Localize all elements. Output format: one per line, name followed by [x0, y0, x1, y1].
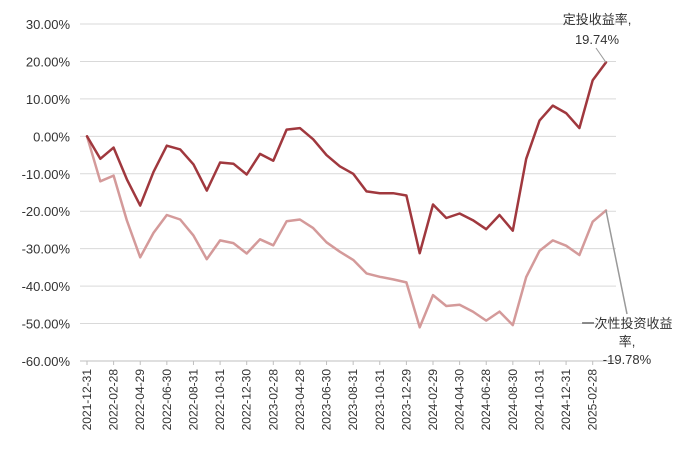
y-tick-label-6: -30.00% — [22, 242, 71, 257]
annotation-leaders — [595, 47, 628, 315]
annotation-dingtou-line1: 定投收益率, — [563, 12, 632, 27]
annotation-yicixing-line3: -19.78% — [603, 352, 652, 367]
x-tick-label-5: 2022-10-31 — [213, 369, 227, 431]
x-tick-label-6: 2022-12-30 — [240, 369, 254, 431]
annotation-yicixing-line2: 率, — [619, 334, 636, 349]
y-tick-label-7: -40.00% — [22, 279, 71, 294]
leader-line-yicixing — [605, 210, 628, 315]
x-tick-label-2: 2022-04-29 — [133, 369, 147, 431]
series-line-0 — [85, 61, 608, 255]
leader-line-dingtou — [595, 47, 607, 63]
x-tick-label-18: 2024-12-31 — [559, 369, 573, 431]
y-tick-label-5: -20.00% — [22, 204, 71, 219]
series-line-1 — [85, 135, 608, 329]
x-tick-label-7: 2023-02-28 — [266, 369, 280, 431]
x-tick-label-14: 2024-04-30 — [453, 369, 467, 431]
x-tick-label-11: 2023-10-31 — [373, 369, 387, 431]
x-tick-label-0: 2021-12-31 — [80, 369, 94, 431]
x-tick-label-3: 2022-06-30 — [160, 369, 174, 431]
x-tick-label-19: 2025-02-28 — [586, 369, 600, 431]
y-tick-label-9: -60.00% — [22, 354, 71, 369]
x-tick-label-13: 2024-02-29 — [426, 369, 440, 431]
gridlines — [80, 23, 616, 362]
series-lines — [85, 61, 608, 329]
y-tick-label-3: 0.00% — [33, 129, 70, 144]
y-tick-label-1: 20.00% — [26, 54, 71, 69]
x-tick-label-16: 2024-08-30 — [506, 369, 520, 431]
x-tick-label-4: 2022-08-31 — [186, 369, 200, 431]
y-tick-label-8: -50.00% — [22, 317, 71, 332]
annotation-dingtou-line2: 19.74% — [575, 32, 620, 47]
x-tick-label-9: 2023-06-30 — [320, 369, 334, 431]
x-tick-label-1: 2022-02-28 — [107, 369, 121, 431]
x-tick-label-15: 2024-06-28 — [479, 369, 493, 431]
annotation-yicixing-line1: 一次性投资收益 — [581, 316, 672, 331]
annotations: 定投收益率, 19.74% 一次性投资收益 率, -19.78% — [563, 12, 673, 367]
y-axis-ticks: 30.00% 20.00% 10.00% 0.00% -10.00% -20.00% -30… — [22, 17, 71, 369]
x-tick-label-17: 2024-10-31 — [532, 369, 546, 431]
y-tick-label-4: -10.00% — [22, 167, 71, 182]
y-tick-label-0: 30.00% — [26, 17, 71, 32]
x-tick-label-10: 2023-08-31 — [346, 369, 360, 431]
x-tick-label-8: 2023-04-28 — [293, 369, 307, 431]
x-axis-ticks: 2021-12-31 2022-02-28 2022-04-29 2022-06-30… — [80, 361, 600, 430]
y-tick-label-2: 10.00% — [26, 92, 71, 107]
x-tick-label-12: 2023-12-29 — [399, 369, 413, 431]
